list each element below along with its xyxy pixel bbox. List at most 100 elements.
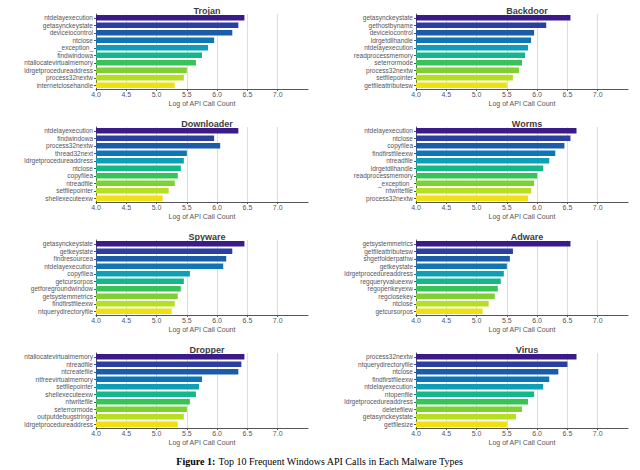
svg-text:ntwritefile: ntwritefile [66,398,94,405]
svg-text:ldrgetprocedureaddress: ldrgetprocedureaddress [24,421,93,429]
svg-text:6.0: 6.0 [532,317,542,324]
svg-text:ntclose: ntclose [392,135,413,142]
svg-text:6.5: 6.5 [243,91,253,98]
svg-text:Trojan: Trojan [193,6,220,16]
svg-text:Log of API Call Count: Log of API Call Count [489,100,556,108]
svg-text:ntwritefile: ntwritefile [386,187,414,194]
svg-text:4.0: 4.0 [91,204,101,211]
svg-text:5.0: 5.0 [152,204,162,211]
svg-text:5.5: 5.5 [182,91,192,98]
svg-text:4.0: 4.0 [91,430,101,437]
svg-text:5.5: 5.5 [182,430,192,437]
svg-text:6.0: 6.0 [212,204,222,211]
svg-text:thread32next: thread32next [55,150,93,157]
svg-text:6.5: 6.5 [243,204,253,211]
svg-text:Top 10 Frequent Windows API Ca: Top 10 Frequent Windows API Calls in Eac… [219,456,463,467]
svg-text:4.5: 4.5 [121,430,131,437]
svg-text:5.0: 5.0 [472,204,482,211]
svg-text:4.0: 4.0 [411,91,421,98]
svg-text:4.5: 4.5 [441,317,451,324]
svg-text:4.5: 4.5 [441,204,451,211]
svg-text:Log of API Call Count: Log of API Call Count [169,439,236,447]
svg-text:process32nextw: process32nextw [366,195,413,203]
svg-text:ntclose: ntclose [72,165,93,172]
svg-text:shellexecuteexw: shellexecuteexw [45,195,93,202]
svg-text:ntreadfile: ntreadfile [386,157,413,164]
svg-text:findresourcea: findresourcea [54,255,94,262]
svg-text:4.5: 4.5 [121,91,131,98]
svg-text:deviceiocontrol: deviceiocontrol [370,29,414,36]
svg-text:6.5: 6.5 [563,204,573,211]
svg-text:Adware: Adware [511,232,544,242]
svg-text:Log of API Call Count: Log of API Call Count [489,326,556,334]
svg-text:4.5: 4.5 [441,430,451,437]
svg-text:6.5: 6.5 [563,430,573,437]
svg-text:4.5: 4.5 [441,91,451,98]
svg-text:6.5: 6.5 [243,430,253,437]
svg-text:5.0: 5.0 [472,430,482,437]
svg-text:4.0: 4.0 [411,430,421,437]
svg-text:findwindowa: findwindowa [57,52,93,59]
svg-text:7.0: 7.0 [273,430,283,437]
svg-text:7.0: 7.0 [593,91,603,98]
svg-text:6.0: 6.0 [532,430,542,437]
svg-text:7.0: 7.0 [593,317,603,324]
svg-text:seterrormode: seterrormode [374,59,413,66]
svg-text:seterrormode: seterrormode [54,406,93,413]
svg-text:Downloader: Downloader [181,119,233,129]
svg-text:Log of API Call Count: Log of API Call Count [169,213,236,221]
svg-text:7.0: 7.0 [273,204,283,211]
svg-text:5.0: 5.0 [472,317,482,324]
svg-text:findfirstfileexw: findfirstfileexw [52,300,93,307]
svg-text:ntreadfile: ntreadfile [66,180,93,187]
svg-text:internetclosehandle: internetclosehandle [37,82,94,89]
svg-text:7.0: 7.0 [273,91,283,98]
svg-text:Log of API Call Count: Log of API Call Count [489,439,556,447]
svg-text:5.5: 5.5 [182,204,192,211]
svg-text:5.5: 5.5 [502,430,512,437]
svg-text:Worms: Worms [512,119,542,129]
svg-text:getfileattributesw: getfileattributesw [364,82,413,90]
svg-text:ntclose: ntclose [392,300,413,307]
svg-text:5.5: 5.5 [502,317,512,324]
svg-text:ntquerydirectoryfile: ntquerydirectoryfile [38,308,93,316]
svg-text:Spyware: Spyware [188,232,225,242]
svg-text:4.0: 4.0 [411,204,421,211]
svg-text:shellexecuteexw: shellexecuteexw [45,391,93,398]
svg-text:5.0: 5.0 [152,317,162,324]
svg-text:Log of API Call Count: Log of API Call Count [169,100,236,108]
svg-text:6.5: 6.5 [563,317,573,324]
svg-text:deletefilew: deletefilew [382,406,413,413]
svg-text:4.0: 4.0 [411,317,421,324]
svg-text:getfilesize: getfilesize [384,421,413,429]
svg-text:5.0: 5.0 [472,91,482,98]
svg-text:4.0: 4.0 [91,317,101,324]
svg-text:7.0: 7.0 [593,204,603,211]
svg-text:Virus: Virus [516,345,538,355]
svg-text:6.0: 6.0 [212,430,222,437]
svg-text:ntclose: ntclose [72,37,93,44]
svg-text:4.5: 4.5 [121,204,131,211]
svg-text:5.5: 5.5 [502,204,512,211]
svg-text:ntreadfile: ntreadfile [66,361,93,368]
svg-text:5.0: 5.0 [152,91,162,98]
svg-text:Dropper: Dropper [189,345,225,355]
svg-text:Backdoor: Backdoor [506,6,548,16]
svg-text:Figure 1:: Figure 1: [176,456,215,467]
svg-text:getcursorpos: getcursorpos [375,308,413,316]
svg-text:6.0: 6.0 [532,204,542,211]
svg-text:findfirstfileexw: findfirstfileexw [372,376,413,383]
svg-text:7.0: 7.0 [273,317,283,324]
svg-text:6.0: 6.0 [212,317,222,324]
svg-text:ntclose: ntclose [392,368,413,375]
svg-text:Log of API Call Count: Log of API Call Count [169,326,236,334]
svg-text:ntcreatefile: ntcreatefile [61,368,93,375]
svg-text:4.5: 4.5 [121,317,131,324]
svg-text:findfirstfileexw: findfirstfileexw [372,150,413,157]
svg-text:6.5: 6.5 [243,317,253,324]
svg-text:6.0: 6.0 [532,91,542,98]
svg-text:findwindowa: findwindowa [57,135,93,142]
svg-text:Log of API Call Count: Log of API Call Count [489,213,556,221]
svg-text:6.0: 6.0 [212,91,222,98]
svg-text:5.5: 5.5 [182,317,192,324]
